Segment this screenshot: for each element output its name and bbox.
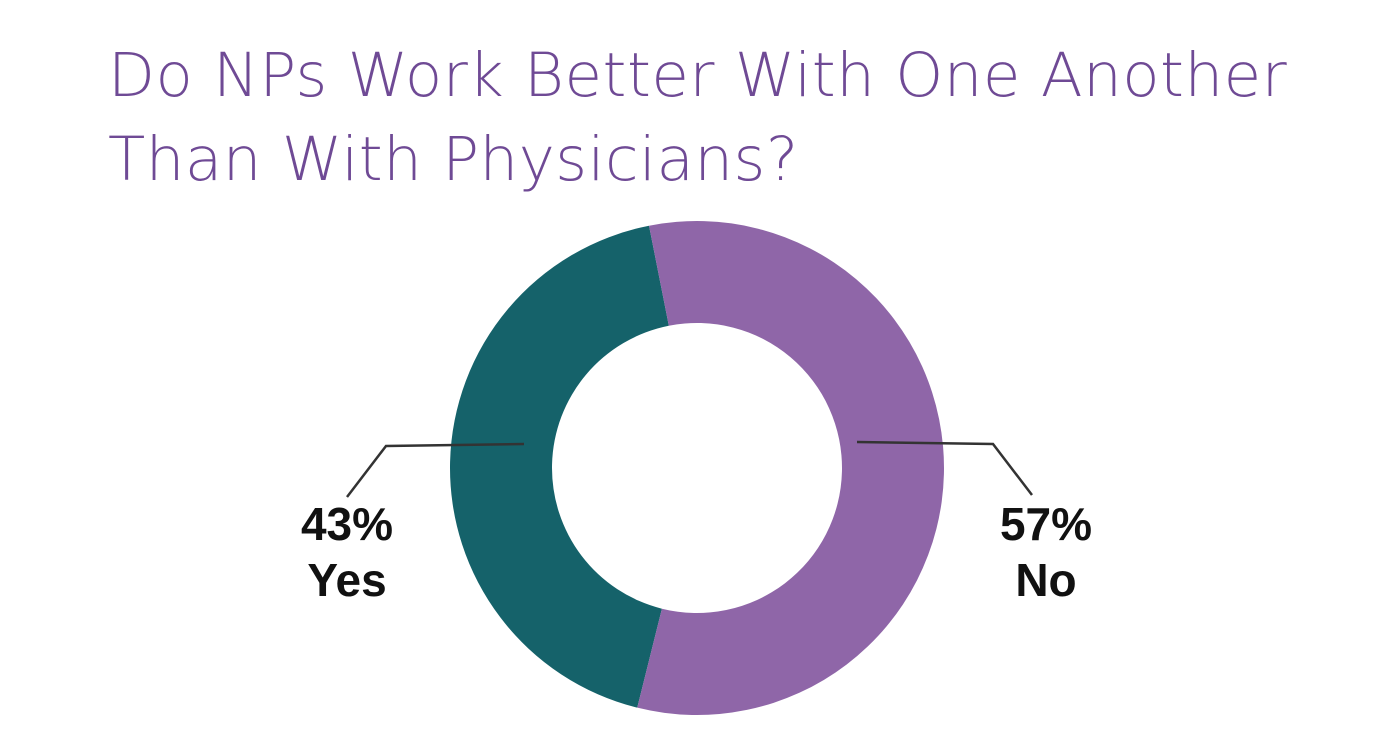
chart-title-line-1: Do NPs Work Better With One Another	[108, 40, 1288, 111]
no-label: 57% No	[976, 496, 1116, 608]
donut-slice-no	[637, 221, 944, 715]
yes-category: Yes	[307, 554, 387, 606]
no-leader-line	[856, 440, 1033, 496]
donut-slice-yes	[449, 225, 669, 708]
chart-title-line-2: Than With Physicians?	[108, 124, 799, 195]
no-category: No	[1015, 554, 1077, 606]
chart-title: Do NPs Work Better With One Another Than…	[108, 34, 1308, 202]
yes-label: 43% Yes	[277, 496, 417, 608]
yes-leader-line	[346, 442, 525, 498]
leader-lines	[346, 440, 1033, 498]
no-percent: 57%	[999, 498, 1093, 550]
donut-ring	[449, 221, 944, 715]
yes-percent: 43%	[300, 498, 394, 550]
